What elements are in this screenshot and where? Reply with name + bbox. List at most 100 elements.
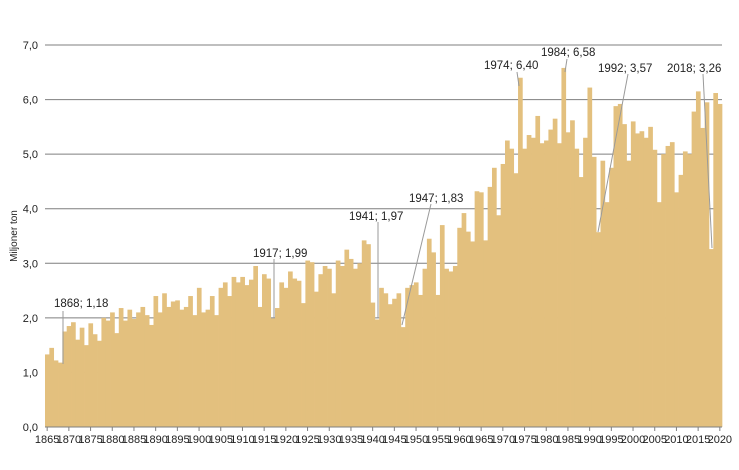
bar — [552, 118, 558, 428]
annotation-label: 1992; 3,57 — [598, 63, 652, 75]
bar — [257, 306, 263, 427]
bar — [235, 282, 241, 427]
bar — [526, 135, 532, 428]
bar — [79, 327, 85, 427]
bar — [435, 294, 441, 427]
y-axis-label: Miljoner ton — [9, 210, 20, 262]
bars — [45, 67, 723, 428]
bar — [357, 263, 363, 427]
x-tick-label: 1905 — [209, 434, 233, 446]
bar — [279, 282, 285, 427]
bar — [196, 287, 202, 427]
bar — [695, 91, 701, 427]
bar — [62, 331, 68, 427]
x-tick-label: 1875 — [78, 434, 102, 446]
y-tick-label: 0,0 — [23, 422, 38, 434]
bar — [170, 301, 176, 427]
bar — [561, 67, 567, 428]
bar — [583, 137, 588, 427]
bar — [175, 300, 180, 427]
bar — [153, 296, 159, 427]
bar — [353, 268, 358, 427]
annotation-label: 1941; 1,97 — [349, 211, 403, 223]
bar — [344, 249, 350, 427]
y-tick-label: 4,0 — [23, 204, 38, 216]
bar — [361, 240, 367, 427]
bar — [613, 106, 619, 428]
bar — [301, 303, 306, 427]
bar — [591, 156, 597, 427]
bar — [49, 347, 55, 427]
x-tick-label: 2015 — [686, 434, 710, 446]
annotation-label: 1984; 6,58 — [541, 47, 595, 59]
x-tick-label: 1960 — [447, 434, 471, 446]
bar — [66, 326, 72, 427]
bar — [548, 129, 554, 427]
bar — [461, 213, 467, 427]
bar — [157, 312, 163, 427]
bar — [309, 262, 315, 427]
bar — [314, 291, 319, 427]
bar — [678, 174, 684, 427]
bar — [205, 309, 211, 427]
bar — [565, 132, 571, 427]
bar — [144, 315, 150, 427]
bar — [214, 315, 219, 427]
y-tick-label: 1,0 — [23, 367, 38, 379]
bar — [626, 160, 632, 427]
bar — [674, 192, 679, 427]
bar — [348, 258, 354, 427]
bar — [478, 192, 484, 427]
x-tick-label: 1910 — [230, 434, 254, 446]
x-tick-label: 1915 — [252, 434, 276, 446]
x-tick-label: 1920 — [274, 434, 298, 446]
bar — [600, 160, 606, 427]
y-tick-label: 2,0 — [23, 313, 38, 325]
bar — [544, 140, 549, 427]
bar — [570, 120, 575, 427]
x-tick-label: 1970 — [491, 434, 515, 446]
x-tick-label: 1940 — [360, 434, 384, 446]
bar — [444, 268, 449, 427]
bar — [539, 143, 545, 428]
x-tick-label: 1995 — [599, 434, 623, 446]
annotation-label: 1947; 1,83 — [409, 193, 463, 205]
bar — [439, 225, 445, 427]
annotation-label: 1974; 6,40 — [484, 60, 538, 72]
bar — [457, 227, 462, 427]
bar — [578, 177, 584, 427]
x-tick-label: 1885 — [122, 434, 146, 446]
bar — [648, 126, 653, 428]
bar — [500, 163, 506, 427]
bar — [327, 268, 332, 427]
x-tick-label: 1870 — [57, 434, 81, 446]
bar — [118, 308, 124, 427]
bar — [470, 241, 475, 427]
y-tick-label: 7,0 — [23, 40, 38, 52]
x-tick-label: 1980 — [534, 434, 558, 446]
annotation-leader — [702, 73, 713, 249]
bar — [227, 296, 232, 427]
bar — [513, 173, 519, 427]
bar — [110, 312, 115, 427]
bar — [604, 202, 610, 427]
bar — [491, 167, 497, 428]
bar — [335, 260, 341, 427]
x-axis: 1865187018751880188518901895190019051910… — [35, 426, 732, 446]
bar — [630, 121, 636, 428]
x-tick-label: 1890 — [143, 434, 167, 446]
x-tick-label: 1990 — [577, 434, 601, 446]
bar — [405, 287, 410, 427]
bar — [483, 240, 488, 427]
bar — [717, 103, 723, 427]
y-tick-label: 5,0 — [23, 149, 38, 161]
bar — [452, 266, 458, 427]
bar — [505, 140, 510, 427]
bar — [114, 333, 120, 427]
bar — [518, 77, 523, 428]
bar — [222, 282, 228, 427]
bar — [487, 186, 493, 427]
bar — [422, 268, 428, 427]
bar — [183, 306, 189, 427]
